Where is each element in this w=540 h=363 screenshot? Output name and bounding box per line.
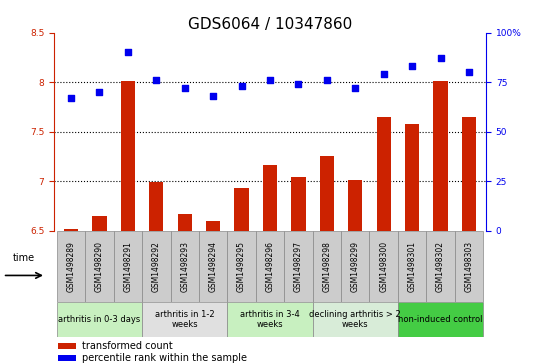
Text: GSM1498301: GSM1498301 [408, 241, 416, 292]
Text: GSM1498300: GSM1498300 [379, 241, 388, 292]
Text: GSM1498292: GSM1498292 [152, 241, 161, 292]
Text: GSM1498291: GSM1498291 [124, 241, 132, 292]
Text: GSM1498297: GSM1498297 [294, 241, 303, 292]
Bar [256, 231, 284, 302]
Point [294, 81, 303, 87]
Point [464, 69, 473, 75]
Bar [114, 231, 142, 302]
Text: GSM1498294: GSM1498294 [208, 241, 218, 292]
Point [237, 83, 246, 89]
Point [124, 50, 132, 56]
Bar [227, 302, 313, 337]
Point [351, 85, 360, 91]
Bar [64, 229, 78, 231]
Bar [320, 156, 334, 231]
Bar [227, 231, 256, 302]
Bar [426, 231, 455, 302]
Bar [171, 231, 199, 302]
Bar [263, 165, 277, 231]
Point [408, 64, 416, 69]
Bar [398, 302, 483, 337]
Text: arthritis in 3-4
weeks: arthritis in 3-4 weeks [240, 310, 300, 329]
Bar [206, 221, 220, 231]
Bar [291, 177, 306, 231]
Bar [313, 302, 398, 337]
Bar [142, 302, 227, 337]
Bar [199, 231, 227, 302]
Bar [462, 117, 476, 231]
Text: declining arthritis > 2
weeks: declining arthritis > 2 weeks [309, 310, 401, 329]
Bar [348, 180, 362, 231]
Bar [142, 231, 171, 302]
Bar [284, 231, 313, 302]
Bar [234, 188, 249, 231]
Text: transformed count: transformed count [82, 341, 173, 351]
Text: GSM1498290: GSM1498290 [95, 241, 104, 292]
Title: GDS6064 / 10347860: GDS6064 / 10347860 [188, 16, 352, 32]
Bar [341, 231, 369, 302]
Text: GSM1498299: GSM1498299 [351, 241, 360, 292]
Bar [434, 81, 448, 231]
Point [266, 77, 274, 83]
Bar [313, 231, 341, 302]
Bar [178, 214, 192, 231]
Bar [58, 343, 76, 349]
Bar [376, 117, 391, 231]
Point [152, 77, 160, 83]
Bar [58, 355, 76, 361]
Point [180, 85, 189, 91]
Text: GSM1498293: GSM1498293 [180, 241, 189, 292]
Point [95, 89, 104, 95]
Bar [405, 124, 419, 231]
Text: GSM1498289: GSM1498289 [66, 241, 76, 292]
Point [322, 77, 331, 83]
Bar [455, 231, 483, 302]
Bar [121, 81, 135, 231]
Point [209, 93, 218, 99]
Text: non-induced control: non-induced control [399, 315, 483, 324]
Text: GSM1498295: GSM1498295 [237, 241, 246, 292]
Text: GSM1498296: GSM1498296 [266, 241, 274, 292]
Text: GSM1498302: GSM1498302 [436, 241, 445, 292]
Text: GSM1498298: GSM1498298 [322, 241, 332, 292]
Bar [369, 231, 398, 302]
Point [67, 95, 76, 101]
Bar [57, 302, 142, 337]
Bar [149, 182, 164, 231]
Text: arthritis in 1-2
weeks: arthritis in 1-2 weeks [155, 310, 214, 329]
Text: percentile rank within the sample: percentile rank within the sample [82, 353, 247, 363]
Bar [92, 216, 106, 231]
Text: GSM1498303: GSM1498303 [464, 241, 474, 292]
Bar [398, 231, 426, 302]
Bar [85, 231, 114, 302]
Text: arthritis in 0-3 days: arthritis in 0-3 days [58, 315, 140, 324]
Bar [57, 231, 85, 302]
Point [380, 71, 388, 77]
Point [436, 56, 445, 61]
Text: time: time [14, 253, 35, 263]
